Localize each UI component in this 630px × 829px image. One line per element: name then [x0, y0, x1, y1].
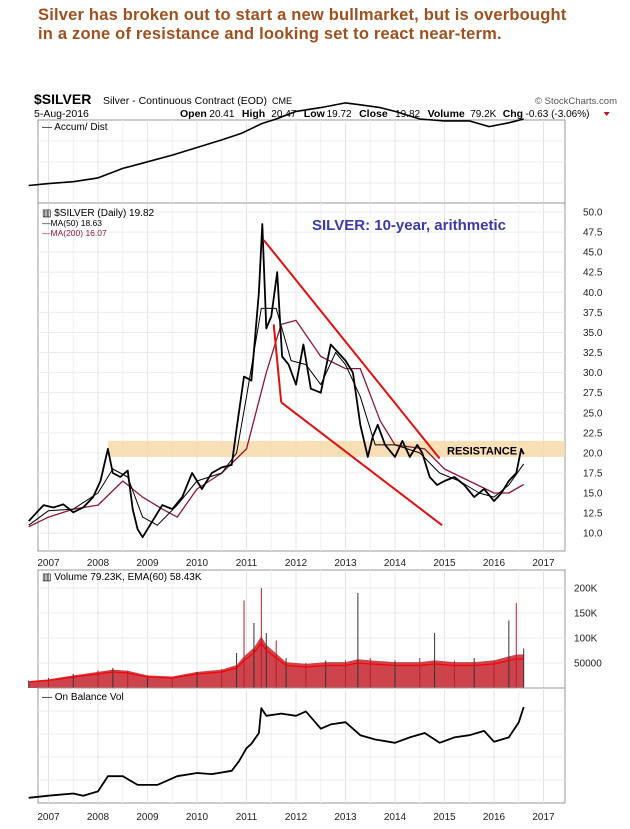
volume-legend: ▥ Volume 79.23K, EMA(60) 58.43K [42, 572, 202, 583]
quote-volume-label: Volume [428, 108, 465, 120]
price-xtick: 2007 [37, 558, 60, 569]
obv-xtick: 2013 [334, 812, 357, 823]
price-ytick: 27.5 [583, 388, 603, 399]
obv-legend: — On Balance Vol [42, 692, 124, 703]
volume-ytick: 150K [574, 609, 598, 620]
quote-high-label: High [242, 108, 265, 120]
quote-high-value: 20.47 [271, 109, 296, 120]
price-xtick: 2011 [236, 558, 258, 569]
price-ytick: 20.0 [583, 448, 603, 459]
obv-xtick: 2017 [532, 812, 555, 823]
quote-chg-label: Chg [503, 108, 523, 120]
volume-ytick: 200K [574, 584, 598, 595]
price-xtick: 2015 [433, 558, 456, 569]
price-ytick: 50.0 [583, 208, 603, 219]
obv-xtick: 2015 [433, 812, 456, 823]
obv-xtick: 2010 [186, 812, 209, 823]
price-ytick: 35.0 [583, 328, 603, 339]
quote-bar: Open 20.41 High 20.47 Low 19.72 Close 19.82 Volu… [180, 108, 610, 120]
quote-close-label: Close [359, 108, 388, 120]
ma50-line [28, 307, 525, 526]
quote-low-label: Low [304, 108, 326, 120]
obv-panel-frame [37, 687, 566, 804]
obv-xtick: 2012 [285, 812, 308, 823]
obv-line [28, 706, 525, 799]
volume-ytick: 50000 [574, 659, 602, 670]
price-xtick: 2013 [334, 558, 357, 569]
obv-xtick: 2014 [384, 812, 407, 823]
obv-xtick: 2011 [236, 812, 258, 823]
price-ytick: 30.0 [583, 368, 603, 379]
price-line [28, 223, 525, 539]
quote-open-label: Open [180, 108, 207, 120]
quote-open-value: 20.41 [209, 109, 234, 120]
trendline [263, 239, 441, 460]
price-ytick: 42.5 [583, 268, 603, 279]
resistance-zone [107, 440, 566, 457]
volume-ema-line [28, 642, 524, 683]
trendline [272, 324, 283, 403]
price-xtick: 2014 [384, 558, 407, 569]
down-arrow-icon [603, 112, 610, 116]
price-ytick: 25.0 [583, 408, 603, 419]
accum-dist-legend: — Accum/ Dist [42, 122, 108, 133]
price-xtick: 2012 [285, 558, 308, 569]
obv-xtick: 2007 [37, 812, 60, 823]
price-xtick: 2017 [532, 558, 555, 569]
price-ytick: 40.0 [583, 288, 603, 299]
price-ytick: 17.5 [583, 468, 603, 479]
price-ytick: 45.0 [583, 248, 603, 259]
quote-chg-value: -0.63 (-3.06%) [526, 109, 590, 120]
price-xtick: 2010 [186, 558, 209, 569]
price-legend-2: —MA(200) 16.07 [42, 228, 107, 238]
headline-line-1: Silver has broken out to start a new bul… [38, 6, 567, 24]
price-xtick: 2008 [87, 558, 110, 569]
description: Silver - Continuous Contract (EOD) [103, 95, 267, 107]
price-xtick: 2016 [483, 558, 506, 569]
headline-line-2: in a zone of resistance and looking set … [38, 25, 502, 43]
exchange: CME [272, 96, 292, 106]
obv-xtick: 2016 [483, 812, 506, 823]
price-legend-1: —MA(50) 18.63 [42, 218, 102, 228]
price-ytick: 32.5 [583, 348, 603, 359]
price-ytick: 15.0 [583, 489, 603, 500]
chart-annotation: SILVER: 10-year, arithmetic [312, 217, 506, 234]
headline: Silver has broken out to start a new bul… [38, 6, 618, 44]
obv-xtick: 2008 [87, 812, 110, 823]
quote-volume-value: 79.2K [470, 109, 496, 120]
price-xtick: 2009 [136, 558, 159, 569]
symbol: $SILVER [34, 91, 91, 107]
obv-xtick: 2009 [136, 812, 159, 823]
trendline [280, 401, 443, 526]
quote-low-value: 19.72 [327, 109, 352, 120]
watermark: © StockCharts.com [535, 96, 617, 107]
price-ytick: 22.5 [583, 428, 603, 439]
price-legend-0: ▥ $SILVER (Daily) 19.82 [42, 208, 155, 219]
volume-ytick: 100K [574, 634, 598, 645]
price-panel-frame [37, 202, 566, 552]
price-ytick: 12.5 [583, 509, 603, 520]
accum-dist-line [28, 102, 524, 187]
price-ytick: 47.5 [583, 228, 603, 239]
price-ytick: 37.5 [583, 308, 603, 319]
price-ytick: 10.0 [583, 529, 603, 540]
resistance-label: RESISTANCE [447, 445, 517, 457]
quote-date: 5-Aug-2016 [34, 108, 89, 120]
